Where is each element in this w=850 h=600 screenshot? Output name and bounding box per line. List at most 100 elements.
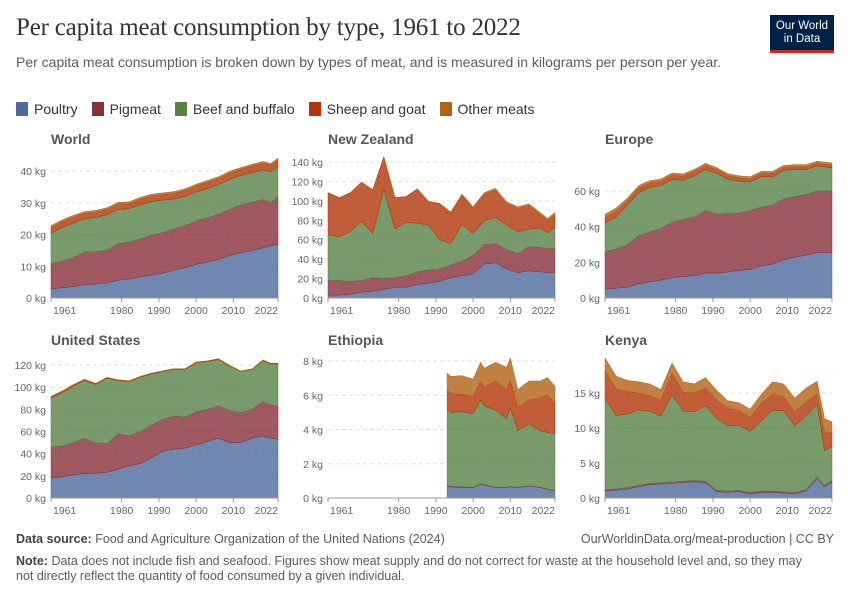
y-tick-label: 100 kg — [291, 196, 323, 208]
x-tick-label: 2022 — [809, 505, 833, 517]
legend-label: Pigmeat — [109, 101, 161, 117]
x-tick-label: 1961 — [330, 505, 354, 517]
y-tick-label: 15 kg — [574, 388, 600, 400]
note-text: Data does not include fish and seafood. … — [16, 554, 802, 583]
y-tick-label: 0 kg — [303, 293, 323, 305]
source-label: Data source: — [16, 532, 92, 546]
x-tick-label: 2022 — [255, 505, 279, 517]
y-tick-label: 20 kg — [297, 274, 323, 286]
x-tick-label: 1980 — [110, 505, 134, 517]
legend-item-beef[interactable]: Beef and buffalo — [174, 101, 295, 117]
legend-label: Beef and buffalo — [192, 101, 295, 117]
x-tick-label: 1961 — [53, 305, 77, 317]
y-tick-label: 5 kg — [580, 458, 600, 470]
x-tick-label: 1990 — [701, 305, 725, 317]
x-tick-label: 1961 — [53, 505, 77, 517]
panel-title: World — [51, 131, 90, 147]
panel-new-zealand: New Zealand 0 kg 20 kg 40 kg 60 kg 80 kg 100 k… — [291, 131, 556, 317]
panel-title: New Zealand — [328, 131, 414, 147]
chart-title: Per capita meat consumption by type, 196… — [16, 14, 521, 41]
x-tick-label: 1961 — [607, 305, 631, 317]
y-tick-label: 2 kg — [303, 459, 323, 471]
panel-title: United States — [51, 332, 141, 348]
x-tick-label: 2000 — [184, 505, 208, 517]
legend-swatch — [174, 102, 187, 116]
x-tick-label: 1990 — [424, 505, 448, 517]
y-tick-label: 10 kg — [574, 423, 600, 435]
x-tick-label: 2022 — [532, 305, 556, 317]
legend-label: Poultry — [34, 101, 78, 117]
y-tick-label: 140 kg — [291, 157, 323, 169]
y-tick-label: 60 kg — [20, 427, 46, 439]
y-tick-label: 8 kg — [303, 356, 323, 368]
y-tick-label: 20 kg — [20, 230, 46, 242]
x-tick-label: 1980 — [110, 305, 134, 317]
legend-swatch — [439, 102, 452, 116]
panel-title: Ethiopia — [328, 332, 383, 348]
area-other-meats[interactable] — [50, 157, 279, 229]
x-tick-label: 2010 — [222, 505, 246, 517]
x-tick-label: 1961 — [607, 505, 631, 517]
y-tick-label: 0 kg — [26, 493, 46, 505]
y-tick-label: 40 kg — [297, 254, 323, 266]
panel-world: World 0 kg 10 kg 20 kg 30 kg 40 kg 1961 1980 199… — [20, 131, 279, 317]
legend-item-sheep[interactable]: Sheep and goat — [308, 101, 426, 117]
x-tick-label: 2022 — [532, 505, 556, 517]
legend-item-pigmeat[interactable]: Pigmeat — [91, 101, 161, 117]
chart-subtitle: Per capita meat consumption is broken do… — [16, 54, 722, 70]
source-url[interactable]: OurWorldinData.org/meat-production | CC … — [580, 532, 834, 546]
source-text: Food and Agriculture Organization of the… — [95, 532, 445, 546]
x-tick-label: 1990 — [701, 505, 725, 517]
legend-label: Sheep and goat — [326, 101, 426, 117]
x-tick-label: 2010 — [499, 505, 523, 517]
panel-ethiopia: Ethiopia 0 kg 2 kg 4 kg 6 kg 8 kg 1961 1980 1990… — [303, 332, 556, 517]
owid-logo[interactable]: Our World in Data — [770, 15, 834, 53]
legend: Poultry Pigmeat Beef and buffalo Sheep a… — [16, 101, 535, 117]
area-other-meats[interactable] — [446, 357, 556, 408]
legend-label: Other meats — [457, 101, 535, 117]
legend-item-other[interactable]: Other meats — [439, 101, 535, 117]
x-tick-label: 2010 — [222, 305, 246, 317]
x-tick-label: 1980 — [664, 505, 688, 517]
x-tick-label: 2000 — [461, 505, 485, 517]
y-tick-label: 0 kg — [26, 293, 46, 305]
x-tick-label: 2022 — [255, 305, 279, 317]
note-label: Note: — [16, 554, 48, 568]
y-tick-label: 20 kg — [574, 257, 600, 269]
y-tick-label: 80 kg — [20, 404, 46, 416]
x-tick-label: 1961 — [330, 305, 354, 317]
x-tick-label: 2010 — [776, 305, 800, 317]
x-tick-label: 2000 — [184, 305, 208, 317]
y-tick-label: 30 kg — [20, 198, 46, 210]
panel-title: Kenya — [605, 332, 647, 348]
y-tick-label: 100 kg — [14, 382, 46, 394]
area-other-meats[interactable] — [604, 160, 833, 219]
area-other-meats[interactable] — [327, 155, 556, 221]
y-tick-label: 4 kg — [303, 425, 323, 437]
y-tick-label: 0 kg — [303, 493, 323, 505]
x-tick-label: 2022 — [809, 305, 833, 317]
x-tick-label: 2010 — [499, 305, 523, 317]
y-tick-label: 60 kg — [574, 186, 600, 198]
x-tick-label: 1980 — [387, 505, 411, 517]
panel-title: Europe — [605, 131, 653, 147]
y-tick-label: 40 kg — [574, 222, 600, 234]
panel-united-states: United States 0 kg 20 kg 40 kg 60 kg 80 kg 100… — [14, 332, 279, 517]
legend-item-poultry[interactable]: Poultry — [16, 101, 78, 117]
x-tick-label: 1980 — [664, 305, 688, 317]
y-tick-label: 120 kg — [14, 360, 46, 372]
y-tick-label: 20 kg — [20, 471, 46, 483]
legend-swatch — [16, 102, 28, 116]
area-other-meats[interactable] — [604, 357, 833, 434]
x-tick-label: 2000 — [461, 305, 485, 317]
y-tick-label: 120 kg — [291, 176, 323, 188]
legend-swatch — [91, 102, 104, 116]
x-tick-label: 1990 — [424, 305, 448, 317]
area-other-meats[interactable] — [50, 358, 279, 397]
data-source: Data source: Food and Agriculture Organi… — [16, 532, 445, 546]
y-tick-label: 6 kg — [303, 390, 323, 402]
y-tick-label: 0 kg — [580, 293, 600, 305]
panel-kenya: Kenya 0 kg 5 kg 10 kg 15 kg 1961 1980 1990 2000 2… — [574, 332, 833, 517]
note: Note: Data does not include fish and sea… — [16, 554, 806, 584]
